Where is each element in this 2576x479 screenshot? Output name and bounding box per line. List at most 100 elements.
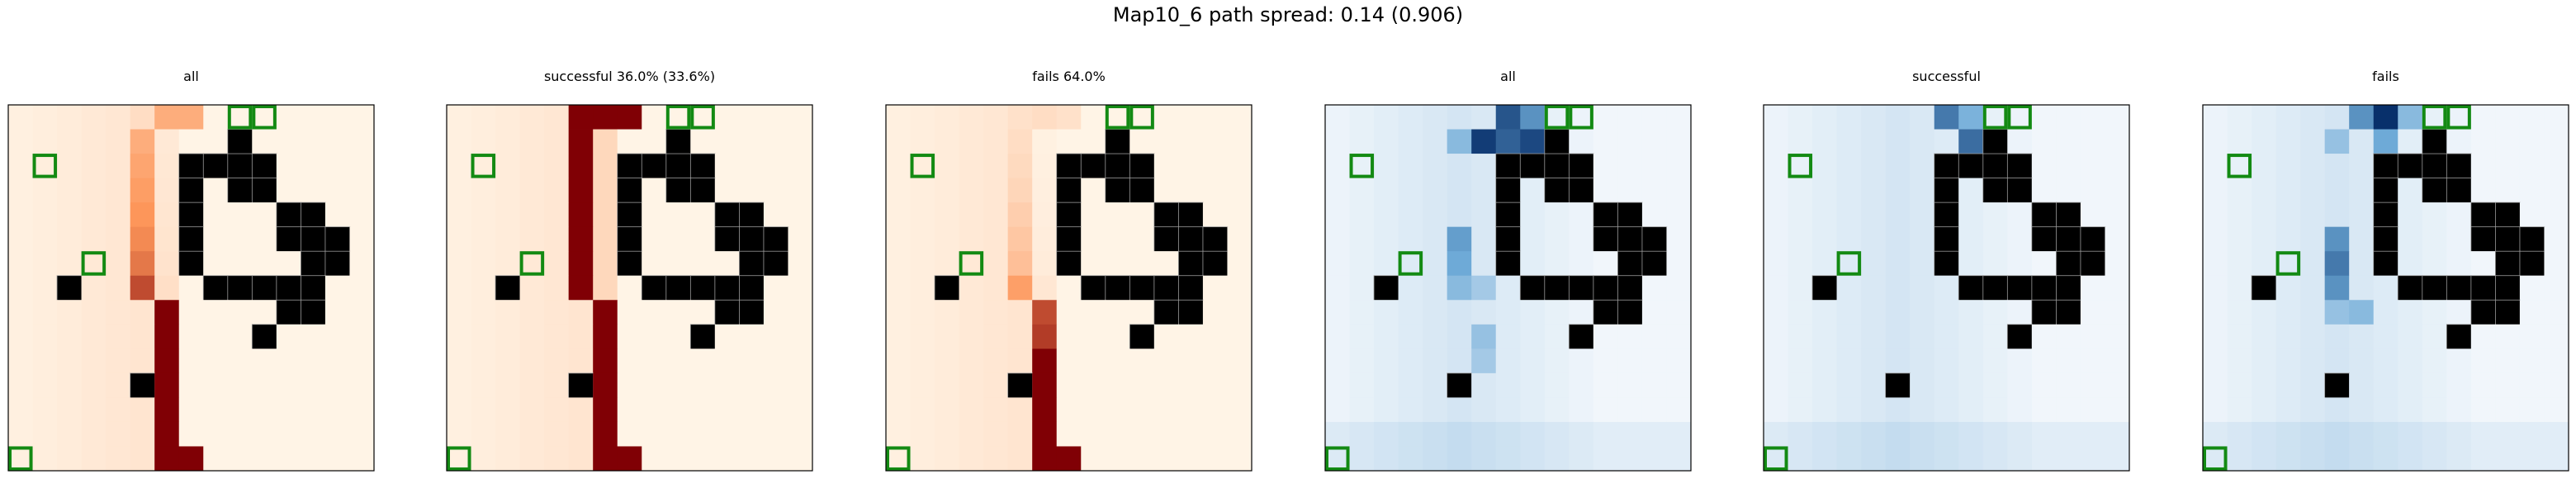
heat-cell: [1520, 397, 1546, 423]
obstacle-cell: [1544, 275, 1570, 301]
heat-cell: [1495, 129, 1521, 154]
heat-cell: [1910, 226, 1935, 252]
heat-cell: [57, 421, 82, 447]
heat-cell: [130, 446, 155, 472]
obstacle-cell: [202, 153, 229, 179]
heat-cell: [2056, 129, 2081, 154]
heat-cell: [983, 446, 1009, 472]
obstacle-cell: [1811, 275, 1838, 301]
obstacle-cell: [1568, 178, 1594, 203]
obstacle-cell: [251, 324, 277, 350]
heat-cell: [2349, 421, 2375, 447]
heat-cell: [1227, 300, 1252, 325]
heat-cell: [1666, 105, 1692, 130]
obstacle-cell: [689, 275, 716, 301]
heat-cell: [1007, 154, 1033, 178]
heat-cell: [1982, 300, 2008, 325]
heat-cell: [642, 446, 667, 472]
heat-cell: [788, 129, 813, 154]
heat-cell: [227, 226, 253, 252]
heat-cell: [324, 129, 350, 154]
heat-cell: [252, 251, 277, 277]
heat-cell: [1032, 324, 1058, 349]
goal-marker: [1544, 105, 1570, 130]
heat-cell: [2275, 105, 2301, 130]
heat-cell: [2324, 129, 2350, 154]
heat-cell: [2203, 300, 2228, 325]
heat-cell: [324, 178, 350, 203]
heat-cell: [763, 178, 788, 203]
heat-cell: [1178, 105, 1204, 130]
heat-cell: [1202, 397, 1228, 423]
heat-cell: [2056, 397, 2081, 423]
heat-cell: [788, 446, 813, 472]
heat-cell: [983, 397, 1009, 423]
heat-cell: [1105, 349, 1130, 374]
heat-cell: [203, 446, 229, 472]
heat-cell: [2544, 324, 2569, 349]
heat-cell: [642, 324, 667, 349]
heat-cell: [324, 154, 350, 178]
heat-cell: [57, 324, 82, 349]
heat-cell: [886, 421, 911, 447]
heat-cell: [1349, 300, 1375, 325]
heat-cell: [763, 129, 788, 154]
heat-cell: [2398, 251, 2423, 277]
heat-cell: [1861, 154, 1887, 178]
heat-cell: [1666, 397, 1692, 423]
heat-cell: [2544, 421, 2569, 447]
heat-cell: [910, 226, 935, 252]
heat-cell: [1374, 397, 1399, 423]
heat-cell: [349, 154, 375, 178]
heat-cell: [1032, 178, 1058, 203]
heat-cell: [130, 129, 155, 154]
heat-cell: [886, 178, 911, 203]
heat-cell: [886, 324, 911, 349]
obstacle-cell: [1056, 202, 1082, 228]
heat-cell: [935, 300, 959, 325]
heat-cell: [1423, 129, 1448, 154]
heat-cell: [2446, 372, 2472, 398]
heat-cell: [1958, 202, 1984, 228]
heat-cell: [690, 105, 716, 130]
heat-cell: [959, 202, 984, 228]
heat-cell: [2252, 178, 2276, 203]
heat-cell: [252, 446, 277, 472]
heat-cell: [252, 372, 277, 398]
obstacle-cell: [1178, 202, 1204, 228]
heat-cell: [1910, 372, 1935, 398]
heat-cell: [665, 300, 691, 325]
heat-cell: [1666, 324, 1692, 349]
heat-cell: [203, 349, 229, 374]
heat-cell: [1227, 372, 1252, 398]
heat-cell: [1374, 421, 1399, 447]
heat-cell: [1958, 349, 1984, 374]
heat-cell: [1812, 226, 1837, 252]
heat-cell: [959, 154, 984, 178]
heat-cell: [2203, 105, 2228, 130]
obstacle-cell: [1544, 129, 1570, 154]
heat-cell: [1934, 300, 1959, 325]
heat-cell: [1447, 251, 1472, 277]
heat-cell: [495, 324, 520, 349]
obstacle-cell: [1202, 250, 1229, 277]
heat-cell: [1423, 349, 1448, 374]
heat-cell: [519, 397, 545, 423]
heat-cell: [519, 251, 545, 277]
heat-cell: [617, 421, 642, 447]
heat-cell: [227, 397, 253, 423]
heat-cell: [1007, 129, 1033, 154]
heat-cell: [1178, 178, 1204, 203]
heat-cell: [1910, 446, 1935, 472]
heat-cell: [8, 397, 33, 423]
heat-cell: [2422, 372, 2447, 398]
heat-cell: [1374, 349, 1399, 374]
heat-cell: [81, 129, 107, 154]
heat-cell: [1910, 178, 1935, 203]
heat-cell: [1202, 202, 1228, 228]
heat-cell: [2300, 154, 2326, 178]
heat-cell: [1325, 324, 1350, 349]
heat-cell: [1593, 397, 1618, 423]
heat-cell: [106, 226, 131, 252]
obstacle-cell: [300, 299, 326, 325]
